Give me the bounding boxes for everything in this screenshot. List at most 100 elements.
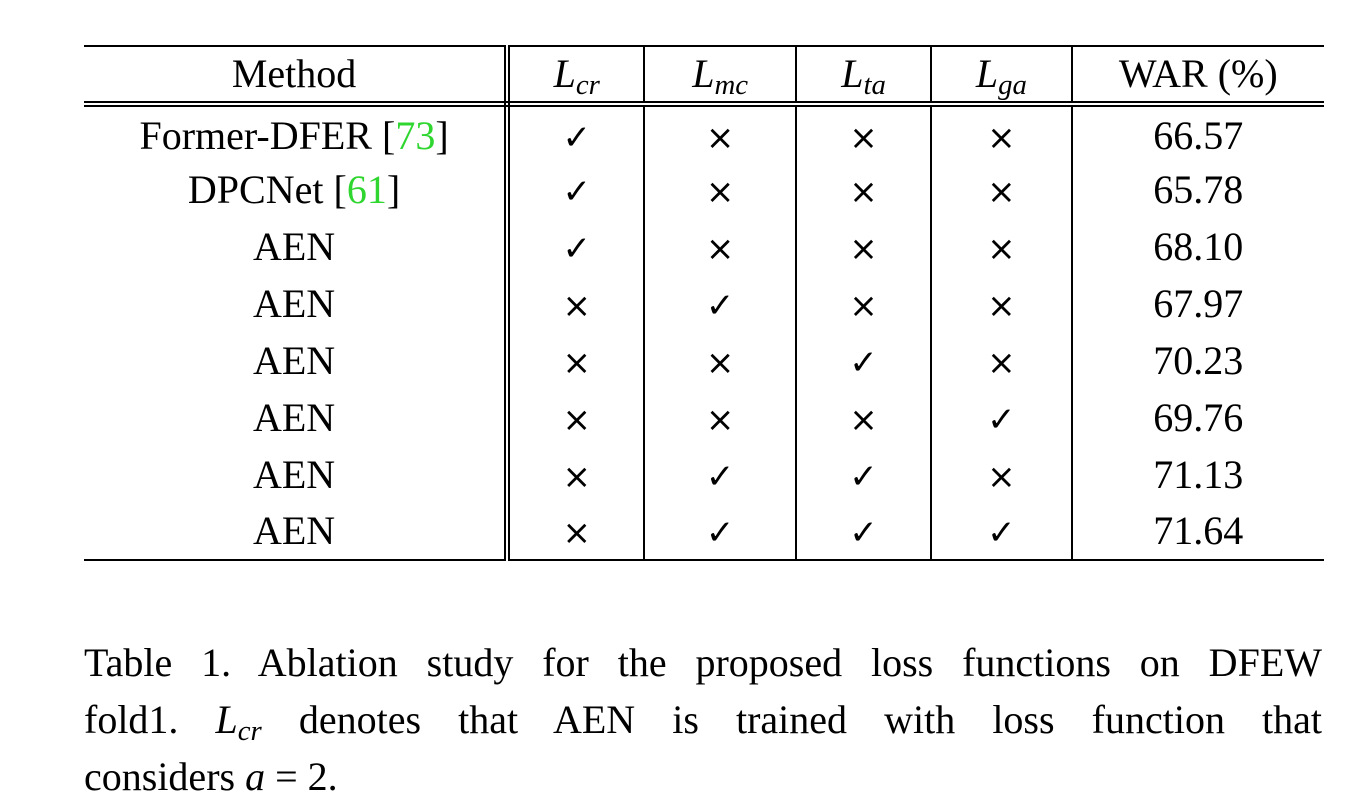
table-row: AEN × ✓ × × 67.97 bbox=[84, 275, 1324, 332]
header-lmc-base: L bbox=[692, 51, 715, 96]
cell-war: 69.76 bbox=[1072, 389, 1324, 446]
cell-lmc: ✓ bbox=[644, 503, 797, 561]
cell-method: AEN bbox=[84, 332, 511, 389]
cell-lta: × bbox=[795, 161, 933, 218]
cell-method: AEN bbox=[84, 503, 511, 561]
check-mark-icon: ✓ bbox=[562, 228, 592, 269]
method-name: AEN bbox=[252, 337, 336, 383]
cell-lmc: × bbox=[644, 161, 797, 218]
cell-war: 71.64 bbox=[1071, 503, 1324, 561]
cell-method: Former-DFER [73] bbox=[84, 104, 511, 161]
cell-lcr: × bbox=[507, 275, 646, 332]
cell-lga: × bbox=[931, 332, 1073, 389]
cell-war: 68.10 bbox=[1072, 218, 1324, 275]
method-name: AEN bbox=[252, 280, 336, 326]
check-mark-icon: ✓ bbox=[849, 456, 878, 497]
citation-open-bracket: [ bbox=[381, 113, 396, 158]
cell-lcr: × bbox=[507, 503, 646, 561]
caption-var-a: a bbox=[245, 754, 266, 799]
table-header-row: Method Lcr Lmc Lta Lga WAR (%) bbox=[84, 45, 1324, 107]
cell-lta: × bbox=[795, 389, 933, 446]
cross-mark-icon: × bbox=[987, 456, 1016, 497]
caption-lcr-sub: cr bbox=[237, 715, 262, 748]
check-mark-icon: ✓ bbox=[987, 399, 1016, 440]
cross-mark-icon: × bbox=[849, 228, 878, 269]
table-row: AEN × ✓ ✓ × 71.13 bbox=[84, 446, 1324, 503]
table-row: AEN ✓ × × × 68.10 bbox=[84, 218, 1324, 275]
table-row: AEN × × ✓ × 70.23 bbox=[84, 332, 1324, 389]
cross-mark-icon: × bbox=[705, 118, 735, 158]
check-mark-icon: ✓ bbox=[987, 513, 1016, 553]
caption-line-1-text: Table 1. Ablation study for the proposed… bbox=[84, 640, 1322, 685]
cross-mark-icon: × bbox=[562, 342, 592, 383]
cell-war: 66.57 bbox=[1072, 104, 1324, 161]
cross-mark-icon: × bbox=[705, 171, 735, 212]
cell-lta: ✓ bbox=[795, 446, 933, 503]
header-war-label: WAR (%) bbox=[1118, 51, 1278, 96]
header-lcr-base: L bbox=[553, 51, 576, 96]
war-value: 66.57 bbox=[1153, 113, 1244, 158]
header-war: WAR (%) bbox=[1071, 45, 1324, 107]
cell-lga: ✓ bbox=[931, 503, 1073, 561]
header-lga-math: Lga bbox=[976, 51, 1027, 100]
citation-link[interactable]: 73 bbox=[395, 113, 436, 158]
header-lta-math: Lta bbox=[841, 51, 886, 100]
caption-lcr-math: Lcr bbox=[216, 697, 262, 746]
cross-mark-icon: × bbox=[987, 285, 1016, 326]
war-value: 71.13 bbox=[1153, 451, 1244, 497]
header-lga-sub: ga bbox=[998, 69, 1027, 102]
citation-open-bracket: [ bbox=[333, 166, 347, 212]
cell-lta: × bbox=[795, 104, 933, 161]
citation-link[interactable]: 61 bbox=[346, 166, 387, 212]
cross-mark-icon: × bbox=[849, 118, 878, 158]
method-name: Former-DFER bbox=[139, 113, 382, 158]
cross-mark-icon: × bbox=[987, 228, 1016, 269]
caption-line-2-suffix: denotes that AEN is trained with loss fu… bbox=[261, 697, 1322, 742]
check-mark-icon: ✓ bbox=[705, 456, 735, 497]
cell-lga: × bbox=[931, 218, 1073, 275]
cell-lmc: × bbox=[644, 389, 797, 446]
cell-lta: × bbox=[795, 218, 933, 275]
citation-close-bracket: ] bbox=[386, 166, 401, 212]
cross-mark-icon: × bbox=[987, 342, 1016, 383]
cell-war: 65.78 bbox=[1072, 161, 1324, 218]
header-lmc: Lmc bbox=[644, 45, 797, 107]
cell-lmc: × bbox=[644, 104, 797, 161]
cell-lta: × bbox=[795, 275, 933, 332]
cross-mark-icon: × bbox=[562, 399, 592, 440]
cell-lta: ✓ bbox=[795, 503, 933, 561]
method-name: AEN bbox=[252, 394, 336, 440]
cell-lcr: ✓ bbox=[507, 161, 646, 218]
table-body: Former-DFER [73] ✓ × × × 66.57 DPCNet [61] ✓ × × ×… bbox=[84, 104, 1324, 561]
cross-mark-icon: × bbox=[562, 285, 592, 326]
cell-lta: ✓ bbox=[795, 332, 933, 389]
war-value: 70.23 bbox=[1153, 337, 1244, 383]
table-row: DPCNet [61] ✓ × × × 65.78 bbox=[84, 161, 1324, 218]
cross-mark-icon: × bbox=[987, 118, 1016, 158]
cell-war: 67.97 bbox=[1072, 275, 1324, 332]
header-lcr-sub: cr bbox=[575, 69, 600, 102]
cell-lga: × bbox=[931, 104, 1073, 161]
header-lcr: Lcr bbox=[507, 45, 646, 107]
ablation-table: Method Lcr Lmc Lta Lga WAR (%) Form bbox=[84, 45, 1324, 561]
check-mark-icon: ✓ bbox=[705, 513, 735, 553]
caption-line-2: fold1. Lcr denotes that AEN is trained w… bbox=[84, 691, 1322, 748]
header-lta: Lta bbox=[795, 45, 933, 107]
check-mark-icon: ✓ bbox=[849, 513, 878, 553]
header-lta-base: L bbox=[841, 51, 864, 96]
war-value: 69.76 bbox=[1153, 394, 1244, 440]
cell-method: DPCNet [61] bbox=[84, 161, 511, 218]
cell-lmc: ✓ bbox=[644, 446, 797, 503]
caption-line-3-suffix: = 2. bbox=[265, 754, 338, 799]
cell-method: AEN bbox=[84, 275, 511, 332]
caption-line-2-prefix: fold1. bbox=[84, 697, 216, 742]
header-lcr-math: Lcr bbox=[553, 51, 600, 100]
cell-method: AEN bbox=[84, 218, 511, 275]
cell-lga: ✓ bbox=[931, 389, 1073, 446]
header-method-label: Method bbox=[231, 51, 357, 96]
cell-lcr: × bbox=[507, 332, 646, 389]
cell-lmc: × bbox=[644, 218, 797, 275]
war-value: 68.10 bbox=[1153, 223, 1244, 269]
check-mark-icon: ✓ bbox=[849, 342, 878, 383]
cell-war: 70.23 bbox=[1072, 332, 1324, 389]
